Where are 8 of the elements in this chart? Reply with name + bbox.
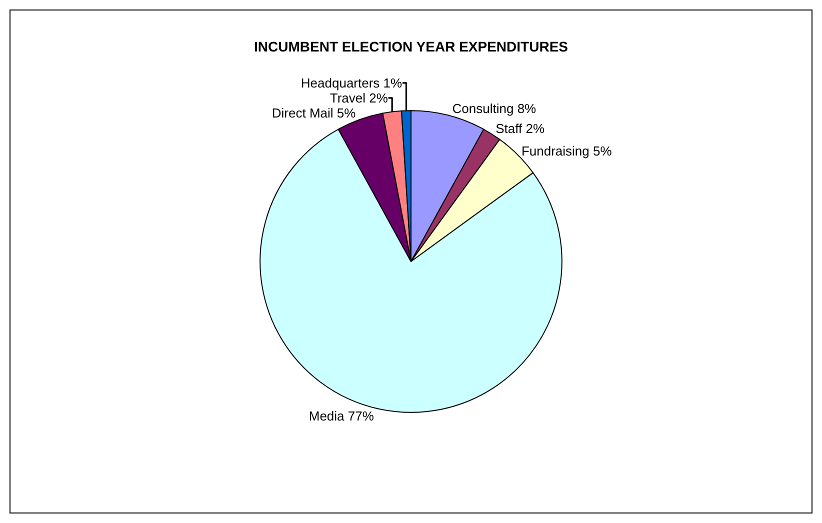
slice-label: Direct Mail 5% — [272, 105, 356, 120]
slice-label: Consulting 8% — [452, 100, 537, 116]
slice-label: Media 77% — [308, 408, 374, 424]
slice-label: Travel 2% — [330, 90, 388, 106]
slice-label: Fundraising 5% — [521, 144, 612, 159]
slice-label: Staff 2% — [496, 121, 545, 136]
slice-label: Headquarters 1% — [300, 75, 403, 90]
chart-title: INCUMBENT ELECTION YEAR EXPENDITURES — [254, 38, 568, 55]
